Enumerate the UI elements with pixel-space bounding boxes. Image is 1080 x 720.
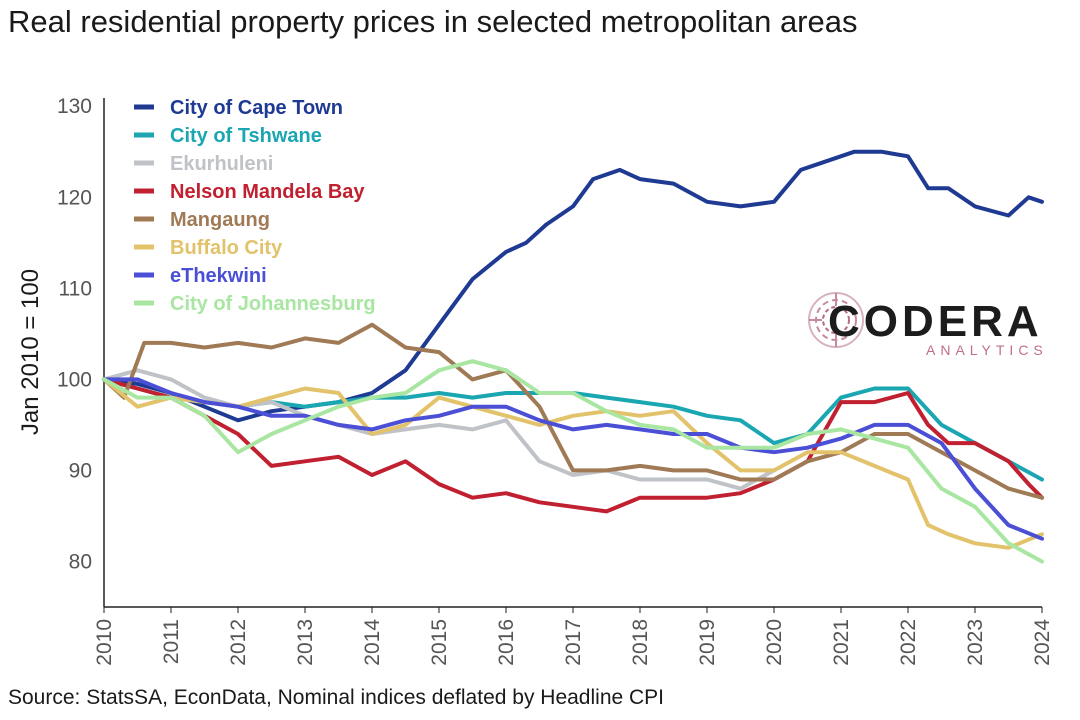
legend: City of Cape Town City of Tshwane Ekurhule… <box>134 97 376 315</box>
chart-title: Real residential property prices in sele… <box>8 4 858 39</box>
y-tick-label: 110 <box>59 277 92 300</box>
x-tick-label: 2016 <box>495 619 518 666</box>
logo-circuit-icon <box>808 292 864 348</box>
x-tick-label: 2020 <box>763 619 786 666</box>
x-tick-label: 2011 <box>160 619 183 664</box>
series-line <box>102 377 1044 541</box>
axes: 80 90 100 110 120 130 2010 2011 2012 2013 2014 2015… <box>17 95 1054 666</box>
legend-label: City of Johannesburg <box>170 293 376 315</box>
series-line <box>102 368 776 491</box>
series-line <box>102 322 1044 500</box>
y-axis-title: Jan 2010 = 100 <box>17 269 44 435</box>
series-line <box>102 359 1044 564</box>
legend-label: eThekwini <box>170 265 267 287</box>
series-line <box>102 377 1044 514</box>
x-tick-label: 2013 <box>294 619 317 666</box>
logo-wordmark: CODERA <box>828 297 1043 346</box>
x-tick-label: 2012 <box>227 619 250 666</box>
codera-analytics-logo: CODERA ANALYTICS <box>808 292 1048 358</box>
chart-source-note: Source: StatsSA, EconData, Nominal indic… <box>8 686 665 709</box>
legend-label: Nelson Mandela Bay <box>170 181 365 203</box>
legend-label: City of Tshwane <box>170 125 322 147</box>
x-tick-label: 2015 <box>428 619 451 666</box>
y-tick-label: 90 <box>69 459 92 482</box>
legend-label: Buffalo City <box>170 237 283 259</box>
x-tick-label: 2023 <box>964 619 987 666</box>
series-lines <box>102 149 1044 564</box>
legend-label: Ekurhuleni <box>170 153 273 175</box>
x-tick-label: 2014 <box>361 619 384 666</box>
logo-subtitle: ANALYTICS <box>926 342 1048 358</box>
x-tick-label: 2022 <box>897 619 920 666</box>
series-line <box>102 377 1044 550</box>
y-tick-label: 100 <box>57 368 92 391</box>
y-tick-label: 130 <box>57 95 92 118</box>
x-tick-label: 2019 <box>696 619 719 666</box>
x-tick-label: 2018 <box>629 619 652 666</box>
y-tick-label: 80 <box>69 550 92 573</box>
legend-label: Mangaung <box>170 209 270 231</box>
legend-label: City of Cape Town <box>170 97 343 119</box>
x-tick-label: 2010 <box>93 619 116 666</box>
y-tick-label: 120 <box>57 186 92 209</box>
x-tick-label: 2017 <box>562 619 585 666</box>
x-tick-label: 2021 <box>830 619 853 666</box>
x-tick-label: 2024 <box>1031 619 1054 666</box>
